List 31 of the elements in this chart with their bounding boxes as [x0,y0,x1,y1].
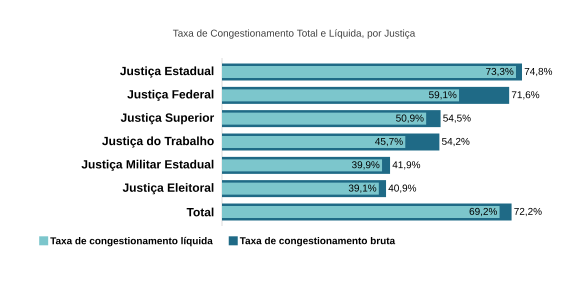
bar [222,112,426,125]
data-label: 59,1% [428,91,456,100]
bar [222,89,460,102]
data-label: 54,2% [442,138,470,146]
y-tick-label: Total [186,208,214,216]
data-label: 69,2% [470,208,497,216]
bar [222,66,516,78]
data-label: 71,6% [512,91,540,100]
data-label: 73,3% [486,68,514,76]
y-tick-label: Justiça Superior [120,113,214,124]
y-tick-label: Justiça Militar Estadual [82,160,214,171]
chart-title: Taxa de Congestionamento Total e Líquida, por Justiça [172,29,416,39]
data-label: 40,9% [388,184,416,193]
bar [222,136,406,148]
data-label: 54,5% [443,114,471,123]
y-tick-label: Justiça Estadual [120,66,214,78]
data-label: 72,2% [514,208,542,216]
data-label: 45,7% [375,138,403,146]
data-label: 39,1% [348,184,376,193]
y-tick-label: Justiça Eleitoral [122,183,214,194]
y-tick-label: Justiça Federal [127,90,214,101]
bar [222,182,379,195]
bar [222,159,382,172]
data-label: 39,9% [352,161,380,170]
bar [222,206,500,218]
data-label: 41,9% [392,161,420,170]
y-tick-label: Justiça do Trabalho [102,136,214,148]
data-label: 50,9% [396,114,424,123]
legend-label: Taxa de congestionamento bruta [240,236,396,246]
data-label: 74,8% [524,68,552,76]
legend-label: Taxa de congestionamento líquida [50,236,213,246]
